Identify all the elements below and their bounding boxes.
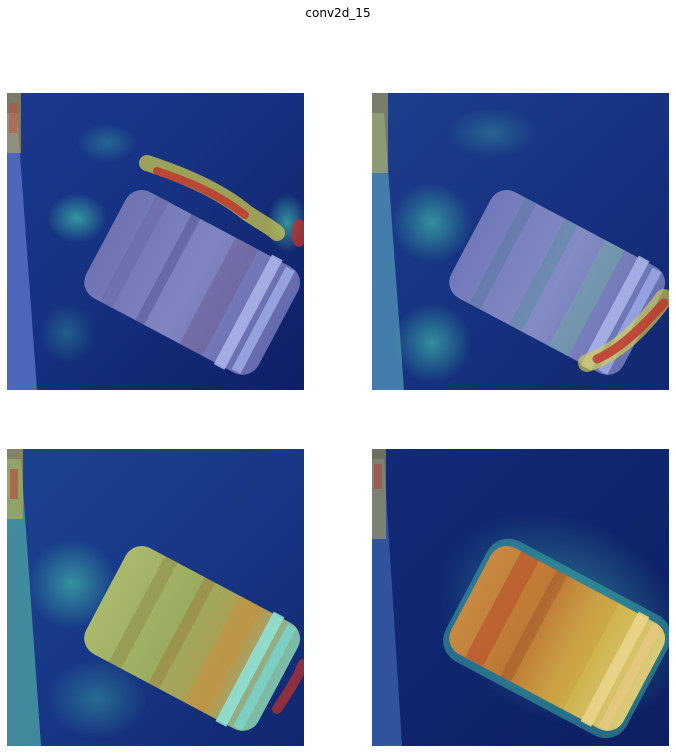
activation-map-4 xyxy=(372,449,669,746)
activation-map-4-image xyxy=(372,449,669,746)
figure-title: conv2d_15 xyxy=(305,6,371,20)
activation-map-1 xyxy=(7,93,304,390)
activation-map-2-image xyxy=(372,93,669,390)
activation-map-3 xyxy=(7,449,304,746)
activation-map-3-image xyxy=(7,449,304,746)
activation-map-2 xyxy=(372,93,669,390)
activation-map-1-image xyxy=(7,93,304,390)
